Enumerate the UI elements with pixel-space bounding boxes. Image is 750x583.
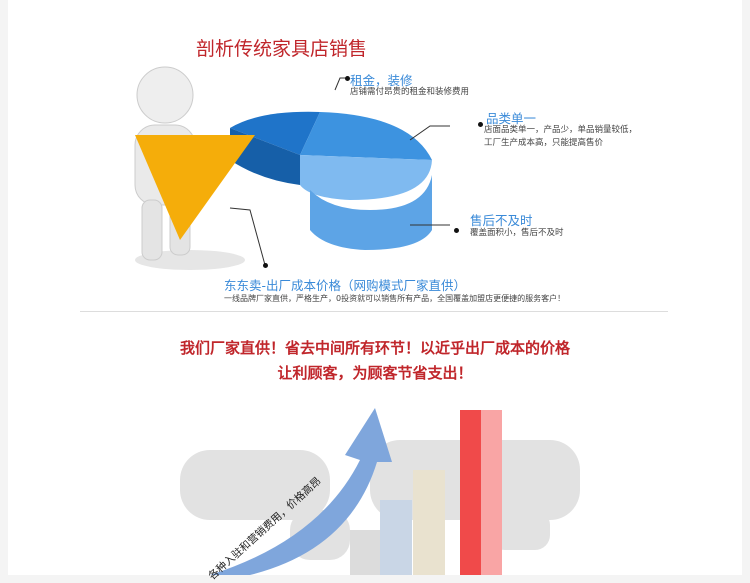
item-label-direct: 东东卖-出厂成本价格（网购模式厂家直供） (224, 278, 467, 293)
leader-line (409, 125, 450, 141)
figure-leg (141, 199, 163, 261)
bullet-dot (263, 263, 268, 268)
leader-line (229, 207, 266, 266)
bullet-dot (478, 122, 483, 127)
growth-illustration (180, 408, 580, 575)
item-label-service: 售后不及时 (470, 213, 533, 228)
pie-illustration (134, 66, 450, 270)
bullet-dot (454, 228, 459, 233)
figure-head (136, 66, 194, 124)
item-label-rent: 租金，装修 (350, 73, 413, 88)
pie-slice-side (310, 175, 432, 250)
item-desc-category: 店面品类单一，产品少，单品销量较低， 工厂生产成本高，只能提高售价 (484, 124, 637, 150)
item-desc-rent: 店铺需付昂贵的租金和装修费用 (350, 87, 470, 97)
slogan-line-2: 让利顾客，为顾客节省支出！ (277, 364, 473, 382)
leader-line (334, 77, 346, 91)
divider (80, 311, 668, 312)
pie-slice-service (300, 155, 432, 200)
section-title: 剖析传统家具店销售 (196, 38, 368, 60)
slogan-line-1: 我们厂家直供！省去中间所有环节！以近乎出厂成本的价格 (179, 339, 570, 357)
pie-slice-rent (230, 111, 320, 155)
desc-line: 工厂生产成本高，只能提高售价 (484, 138, 604, 148)
desc-line: 店面品类单一，产品少，单品销量较低， (484, 125, 638, 135)
bullet-dot (345, 76, 350, 81)
bar-red-highlight (481, 410, 502, 575)
figure-shadow (135, 250, 245, 270)
pie-slice-category (300, 112, 432, 160)
pie-slice-direct (135, 135, 255, 240)
item-desc-service: 覆盖面积小，售后不及时 (470, 228, 564, 238)
bar-gray (350, 530, 382, 575)
bar-beige (413, 470, 445, 575)
item-label-category: 品类单一 (486, 111, 537, 126)
arrow-up (210, 408, 392, 575)
bar-blue (380, 500, 412, 575)
item-desc-direct: 一线品牌厂家直供，严格生产，0投资就可以销售所有产品，全国覆盖加盟店更便捷的服务… (224, 294, 566, 303)
